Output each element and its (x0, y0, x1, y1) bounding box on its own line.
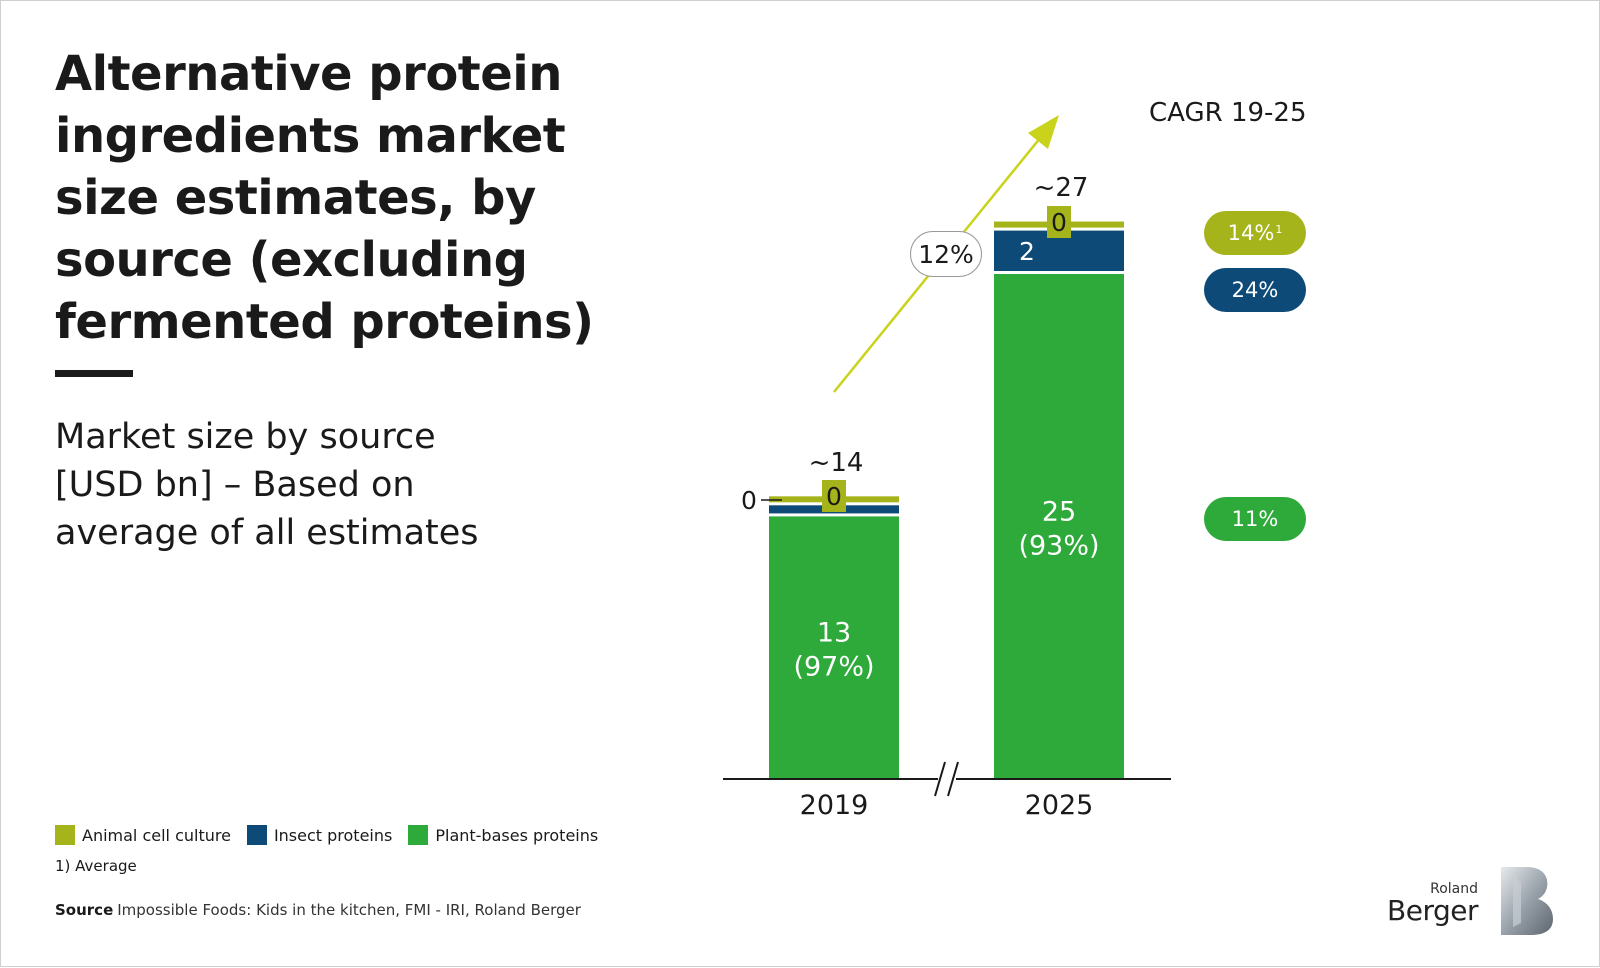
legend-label: Plant-bases proteins (435, 825, 599, 845)
cagr-title: CAGR 19-25 (1149, 98, 1307, 128)
bar-segment-2025-plant-bases-proteins (994, 274, 1124, 779)
logo-text-berger: Berger (1387, 894, 1478, 927)
legend-swatch (408, 825, 429, 845)
data-label-insect-2019: 0 (741, 486, 757, 515)
footnote-mark: 1 (1275, 222, 1283, 236)
chart-subtitle: Market size by source [USD bn] – Based o… (55, 417, 479, 553)
data-label-box-animal-2025 (1047, 206, 1071, 238)
growth-arrow-head-icon (1028, 115, 1059, 149)
total-label-2025: ~27 (1034, 173, 1089, 203)
source-label: Source (55, 901, 114, 919)
growth-rate-label: 12% (910, 231, 982, 277)
source-note: Source Impossible Foods: Kids in the kitc… (55, 901, 581, 919)
legend-item-animal-cell-culture: Animal cell culture (55, 825, 231, 845)
logo-b-mark-icon (1501, 867, 1553, 935)
cagr-badge-plant-proteins: 11% (1204, 497, 1306, 541)
footnote: 1) Average (55, 857, 137, 875)
bar-segment-2019-plant-bases-proteins (769, 516, 899, 779)
data-label-animal-2019: 0 (826, 482, 842, 511)
legend-swatch (55, 825, 75, 845)
legend-item-insect-proteins: Insect proteins (246, 825, 393, 845)
cagr-badge-insect-proteins: 24% (1204, 268, 1306, 312)
legend: Animal cell culture Insect proteins Plan… (55, 825, 614, 845)
data-label-insect-2025: 2 (1019, 237, 1035, 266)
x-tick-label-2025: 2025 (1025, 790, 1094, 821)
legend-swatch (246, 825, 267, 845)
legend-item-plant-proteins: Plant-bases proteins (408, 825, 598, 845)
data-label-plant-2019: 13 (97%) (793, 618, 874, 683)
total-label-2019: ~14 (809, 448, 864, 478)
page-title: Alternative protein ingredients market s… (55, 46, 594, 350)
data-label-animal-2025: 0 (1051, 208, 1067, 237)
x-tick-label-2019: 2019 (800, 790, 869, 821)
source-text: Impossible Foods: Kids in the kitchen, F… (117, 901, 581, 919)
cagr-badge-animal-cell-culture: 14% 1 (1204, 211, 1306, 255)
data-label-box-animal-2019 (822, 480, 846, 512)
legend-label: Insect proteins (273, 825, 393, 845)
legend-label: Animal cell culture (82, 825, 231, 845)
cagr-badge-value: 24% (1231, 278, 1279, 302)
cagr-badge-value: 14% (1227, 221, 1275, 245)
title-underline (55, 370, 133, 377)
logo-text-roland: Roland (1430, 881, 1478, 897)
axis-break-mark-1 (934, 761, 946, 797)
axis-break-mark-2 (947, 761, 959, 797)
cagr-badge-value: 11% (1231, 507, 1279, 531)
data-label-plant-2025: 25 (93%) (1018, 497, 1099, 562)
roland-berger-logo: Roland Berger (1387, 863, 1561, 943)
